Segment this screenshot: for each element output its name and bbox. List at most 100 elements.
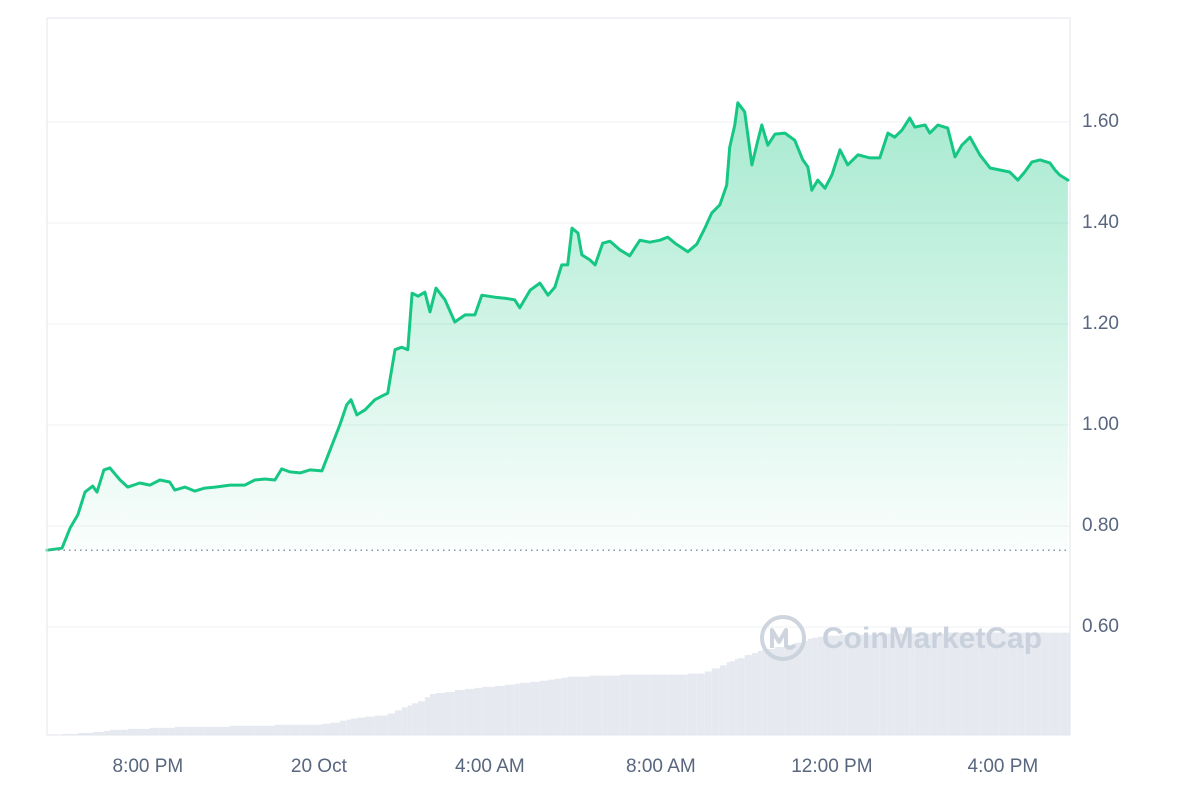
volume-bar	[979, 632, 991, 735]
volume-bar	[610, 675, 620, 735]
volume-bar	[577, 676, 582, 735]
volume-bar	[356, 717, 366, 735]
volume-bar	[831, 635, 841, 735]
volume-bar	[639, 674, 650, 735]
volume-bar	[412, 703, 419, 735]
volume-bar	[794, 642, 803, 735]
volume-bar	[961, 632, 970, 735]
volume-bar	[92, 731, 98, 735]
volume-bar	[909, 633, 915, 735]
volume-bar	[300, 724, 310, 735]
y-tick-label: 0.80	[1082, 515, 1119, 536]
volume-bar	[474, 687, 482, 735]
volume-bar	[807, 638, 812, 735]
price-area	[47, 102, 1068, 551]
volume-bar	[274, 724, 282, 735]
volume-bar	[1009, 632, 1018, 735]
volume-bar	[169, 727, 175, 735]
volume-bar	[761, 649, 768, 735]
volume-bar	[554, 678, 562, 735]
volume-bar	[687, 673, 697, 735]
volume-bar	[825, 635, 832, 735]
volume-bar	[215, 726, 230, 735]
volume-bar	[346, 719, 351, 735]
volume-bar	[704, 671, 712, 735]
watermark-logo	[760, 615, 806, 661]
volume-bar	[430, 694, 437, 735]
x-tick-label: 4:00 PM	[968, 756, 1039, 777]
volume-bar	[254, 725, 266, 735]
volume-bar	[103, 730, 110, 735]
volume-bar	[495, 685, 505, 735]
volume-bar	[757, 651, 762, 735]
volume-bar	[407, 705, 413, 735]
volume-bar	[914, 633, 926, 735]
volume-bar	[660, 674, 668, 735]
volume-bar	[530, 681, 540, 735]
volume-bar	[519, 682, 531, 735]
volume-bar	[619, 674, 630, 735]
volume-bar	[548, 679, 555, 735]
volume-bar	[857, 634, 870, 735]
volume-bar	[1024, 632, 1032, 735]
volume-bar	[696, 673, 705, 735]
volume-bar	[719, 665, 727, 735]
volume-bar	[581, 676, 590, 735]
volume-bar	[561, 677, 568, 735]
price-line	[45, 101, 1070, 552]
x-tick-label: 4:00 AM	[455, 756, 525, 777]
volume-bar	[869, 634, 880, 735]
volume-bar	[504, 684, 515, 735]
x-tick-label: 8:00 PM	[113, 756, 184, 777]
volume-bar	[465, 688, 475, 735]
volume-bar	[1067, 632, 1070, 735]
volume-bar	[969, 632, 980, 735]
volume-bar	[955, 632, 962, 735]
volume-bar	[711, 668, 720, 735]
volume-bar	[374, 715, 388, 735]
volume-bar	[185, 726, 195, 735]
volume-bar	[990, 632, 1000, 735]
volume-bar	[817, 636, 826, 735]
volume-bar	[265, 725, 275, 735]
volume-bar	[330, 722, 340, 735]
volume-bar	[649, 674, 661, 735]
volume-bar	[365, 716, 375, 735]
volume-bar	[539, 680, 549, 735]
volume-bar	[109, 729, 121, 735]
volume-bar	[667, 674, 675, 735]
volume-bar	[481, 686, 496, 735]
volume-bar	[350, 718, 357, 735]
volume-bar	[339, 720, 347, 735]
volume-bar	[1017, 632, 1025, 735]
volume-bar	[894, 633, 902, 735]
y-tick-label: 1.00	[1082, 414, 1119, 435]
volume-bar	[1049, 632, 1056, 735]
volume-bar	[309, 724, 322, 735]
y-tick-label: 1.40	[1082, 212, 1119, 233]
volume-bar	[840, 634, 848, 735]
volume-bar	[120, 729, 128, 735]
volume-bar	[847, 634, 858, 735]
volume-bar	[194, 726, 205, 735]
volume-bar	[204, 726, 216, 735]
volume-bar	[174, 726, 186, 735]
volume-bar	[401, 707, 408, 735]
volume-bar	[70, 733, 78, 735]
volume-bar	[767, 648, 776, 735]
label-layer: 0.60 0.80 1.00 1.20 1.40 1.60 8:00 PM 20 Oct 4:0…	[113, 111, 1119, 777]
volume-bar	[394, 710, 402, 735]
volume-bar	[1031, 632, 1041, 735]
volume-bar	[1059, 632, 1068, 735]
volume-bar	[97, 731, 104, 735]
volume-bar	[737, 658, 745, 735]
volume-bar	[424, 697, 431, 735]
volume-bar	[751, 653, 758, 735]
x-tick-label: 12:00 PM	[791, 756, 872, 777]
volume-bar	[444, 691, 455, 735]
volume-bar	[454, 689, 466, 735]
y-tick-label: 1.60	[1082, 111, 1119, 132]
volume-bar	[418, 701, 425, 735]
volume-bar	[925, 633, 930, 735]
